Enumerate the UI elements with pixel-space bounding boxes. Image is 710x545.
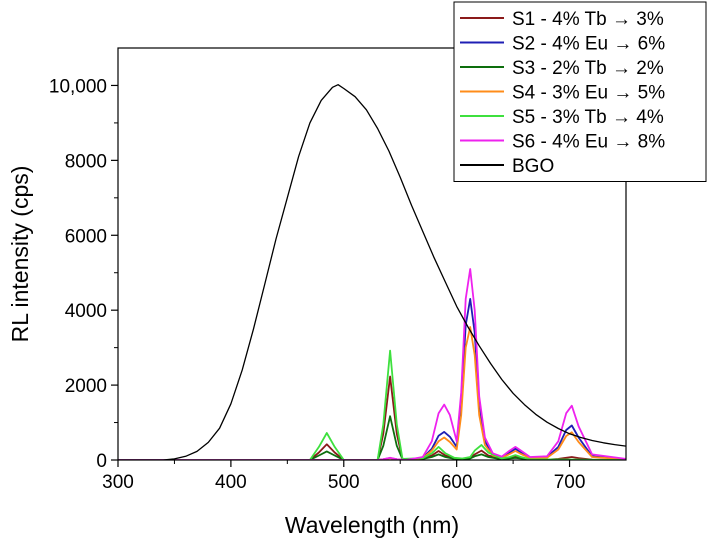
- legend-label: S6 - 4% Eu → 8%: [512, 132, 665, 153]
- legend-label: BGO: [512, 156, 554, 177]
- legend-label: S2 - 4% Eu → 6%: [512, 34, 665, 55]
- series-line-3: [118, 415, 626, 460]
- x-tick-label: 700: [554, 472, 586, 493]
- series-line-2: [118, 297, 626, 460]
- x-tick-label: 300: [102, 472, 134, 493]
- y-tick-label: 8000: [65, 151, 107, 172]
- x-tick-label: 500: [328, 472, 360, 493]
- plot-frame: [117, 47, 627, 461]
- plot-series: [118, 84, 626, 460]
- x-tick-label: 600: [441, 472, 473, 493]
- x-tick-label: 400: [215, 472, 247, 493]
- x-axis: 300 400 500 600 700: [102, 460, 585, 493]
- y-tick-label: 10,000: [49, 76, 107, 97]
- y-tick-label: 0: [96, 451, 107, 472]
- series-line-6: [118, 268, 626, 460]
- series-line-7: [118, 84, 626, 460]
- legend-label: S4 - 3% Eu → 5%: [512, 83, 665, 104]
- legend-label: S1 - 4% Tb → 3%: [512, 9, 664, 30]
- y-tick-label: 6000: [65, 226, 107, 247]
- y-tick-label: 2000: [65, 376, 107, 397]
- y-axis: 0 2000 4000 6000 8000 10,000: [49, 76, 118, 472]
- series-line-5: [118, 349, 626, 460]
- series-line-4: [118, 326, 626, 460]
- y-axis-title: RL intensity (cps): [7, 166, 33, 343]
- y-tick-label: 4000: [65, 301, 107, 322]
- legend: S1 - 4% Tb → 3% S2 - 4% Eu → 6% S3 - 2% Tb…: [453, 1, 707, 182]
- legend-label: S5 - 3% Tb → 4%: [512, 107, 664, 128]
- legend-label: S3 - 2% Tb → 2%: [512, 58, 664, 79]
- x-axis-title: Wavelength (nm): [285, 512, 459, 538]
